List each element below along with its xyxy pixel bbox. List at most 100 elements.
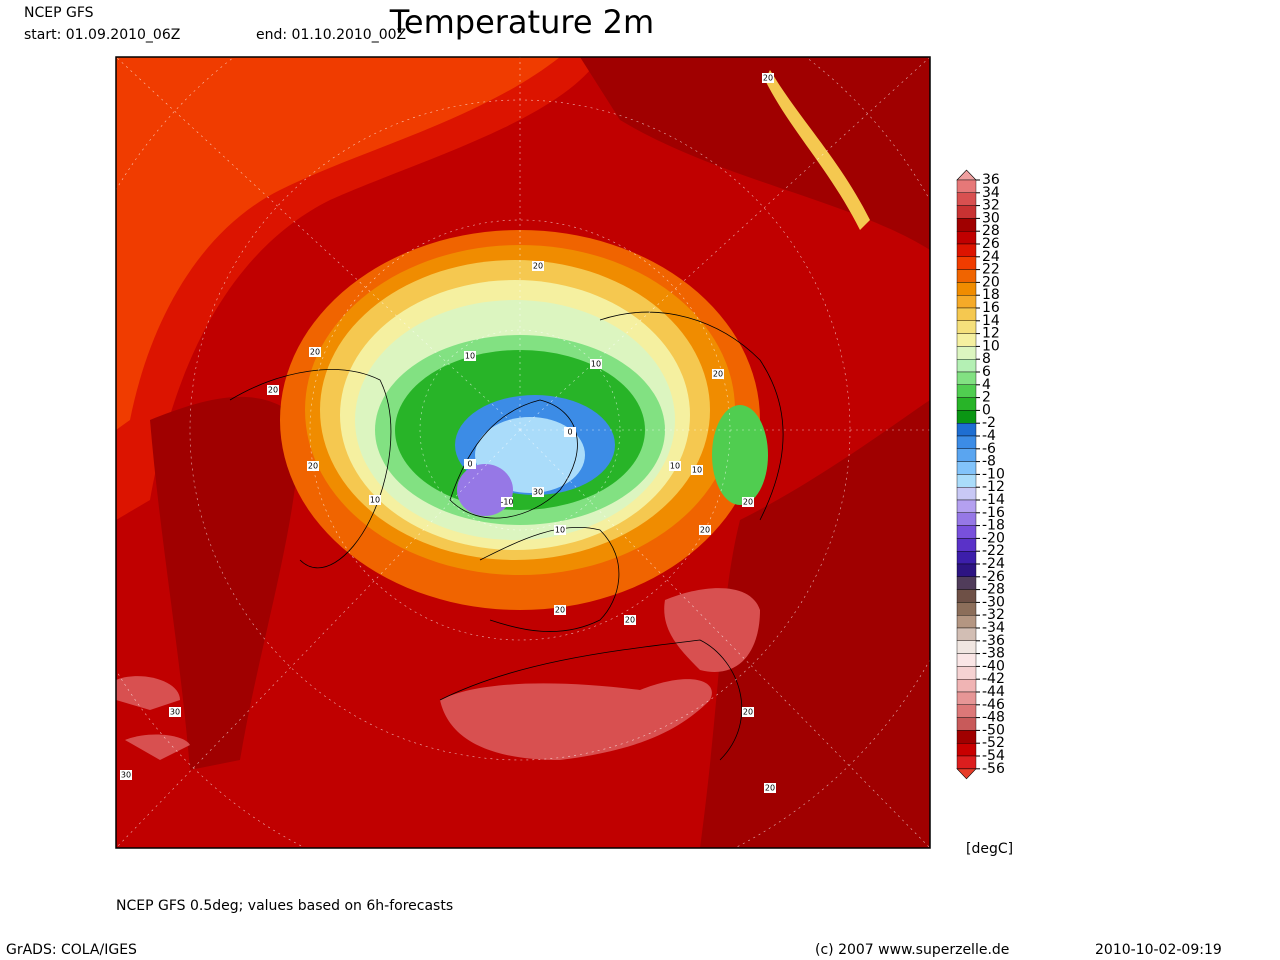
colorbar-segment (956, 499, 977, 514)
colorbar-label: -22 (982, 543, 1005, 559)
contour-label: 0 (467, 460, 472, 469)
graticule (116, 57, 930, 848)
colorbar-segment (956, 269, 977, 283)
colorbar-segment (956, 435, 977, 450)
colorbar-segment (956, 423, 977, 437)
contour-label: 10 (555, 526, 565, 535)
contour-label-box (532, 487, 544, 497)
colorbar-segment (956, 448, 977, 462)
colorbar-label: 34 (982, 185, 1000, 201)
contour-label: 20 (765, 784, 775, 793)
colorbar-label: -52 (982, 735, 1005, 751)
colorbar-segment (956, 640, 977, 654)
contour-label-box (307, 461, 319, 471)
colorbar-segment (956, 192, 977, 206)
colorbar-segment (956, 755, 977, 770)
colorbar-segment (956, 487, 977, 501)
colorbar-label: 26 (982, 236, 1000, 252)
colorbar-label: 14 (982, 313, 1000, 329)
contour-label-box (309, 347, 321, 357)
contour-label: 0 (567, 428, 572, 437)
contour-label-box (501, 497, 513, 507)
colorbar-label: 12 (982, 326, 1000, 342)
colorbar-segment (956, 410, 977, 424)
colorbar-segment (956, 576, 977, 590)
colorbar-segment (956, 627, 977, 642)
colorbar-segment (956, 551, 977, 565)
contour-label: 10 (591, 360, 601, 369)
contour-label-box (554, 525, 566, 535)
contour-label-box (624, 615, 636, 625)
contour-label-box (762, 73, 774, 83)
colorbar-segment (956, 679, 977, 693)
colorbar-label: 8 (982, 351, 991, 367)
colorbar-label: 30 (982, 210, 1000, 226)
contour-label: 10 (465, 352, 475, 361)
colorbar-segment (956, 653, 977, 667)
colorbar-segment (956, 563, 977, 578)
map: 20 20 20 20 10 10 10 0 0 -10 10 10 30 20 20 20 20 20 10 30 3… (116, 57, 930, 848)
colorbar-label: -4 (982, 428, 996, 444)
contour-label-box (554, 605, 566, 615)
contour-label: 20 (268, 386, 278, 395)
colorbar-segment (956, 384, 977, 398)
colorbar-label: 36 (982, 172, 1000, 188)
colorbar-segment (956, 691, 977, 706)
colorbar-label: -12 (982, 479, 1005, 495)
colorbar-label: 0 (982, 402, 991, 418)
colorbar-label: -8 (982, 454, 996, 470)
colorbar-label: 2 (982, 390, 991, 406)
contour-label-box (669, 461, 681, 471)
contour-label-box (764, 783, 776, 793)
contour-label: 20 (625, 616, 635, 625)
colorbar-segment (956, 666, 977, 680)
colorbar-label: -46 (982, 697, 1005, 713)
contour-label-box (120, 770, 132, 780)
colorbar: 363432302826242220181614121086420-2-4-6-… (956, 169, 1005, 780)
contour-label-box (369, 495, 381, 505)
colorbar-arrow (956, 768, 977, 780)
colorbar-segment (956, 717, 977, 731)
contour-label: 10 (692, 466, 702, 475)
contour-label: -10 (500, 498, 513, 507)
colorbar-segment (956, 704, 977, 718)
colorbar-segment (956, 179, 977, 194)
colorbar-segment (956, 615, 977, 629)
temperature-field (712, 405, 768, 505)
start-label: start: 01.09.2010_06Z (24, 27, 180, 43)
colorbar-label: 10 (982, 338, 1000, 354)
colorbar-segment (956, 218, 977, 232)
contour-label: 20 (308, 462, 318, 471)
contour-label-box (267, 385, 279, 395)
coastlines (229, 311, 784, 761)
contour-label: 20 (743, 708, 753, 717)
contour-label: 20 (700, 526, 710, 535)
colorbar-segment (956, 256, 977, 270)
colorbar-label: -30 (982, 594, 1005, 610)
contour-label: 20 (743, 498, 753, 507)
colorbar-label: -48 (982, 710, 1005, 726)
colorbar-label: 6 (982, 364, 991, 380)
colorbar-label: 28 (982, 223, 1000, 239)
colorbar-label: -14 (982, 492, 1005, 508)
colorbar-label: -6 (982, 441, 996, 457)
colorbar-label: 32 (982, 198, 1000, 214)
title: Temperature 2m (389, 3, 654, 41)
contour-label: 20 (533, 262, 543, 271)
contour-label: 20 (555, 606, 565, 615)
colorbar-segment (956, 205, 977, 219)
unit-label: [degC] (966, 841, 1013, 857)
colorbar-label: -32 (982, 607, 1005, 623)
colorbar-segment (956, 295, 977, 309)
contour-label: 10 (370, 496, 380, 505)
colorbar-segment (956, 474, 977, 488)
colorbar-label: -56 (982, 761, 1005, 777)
contour-label: 10 (670, 462, 680, 471)
contour-label-box (691, 465, 703, 475)
colorbar-label: 22 (982, 262, 1000, 278)
colorbar-label: 18 (982, 287, 1000, 303)
contour-labels: 20 20 20 20 10 10 10 0 0 -10 10 10 30 20 20 20 20 20 10 30 3… (120, 73, 776, 793)
colorbar-segment (956, 371, 977, 386)
contour-label-box (590, 359, 602, 369)
